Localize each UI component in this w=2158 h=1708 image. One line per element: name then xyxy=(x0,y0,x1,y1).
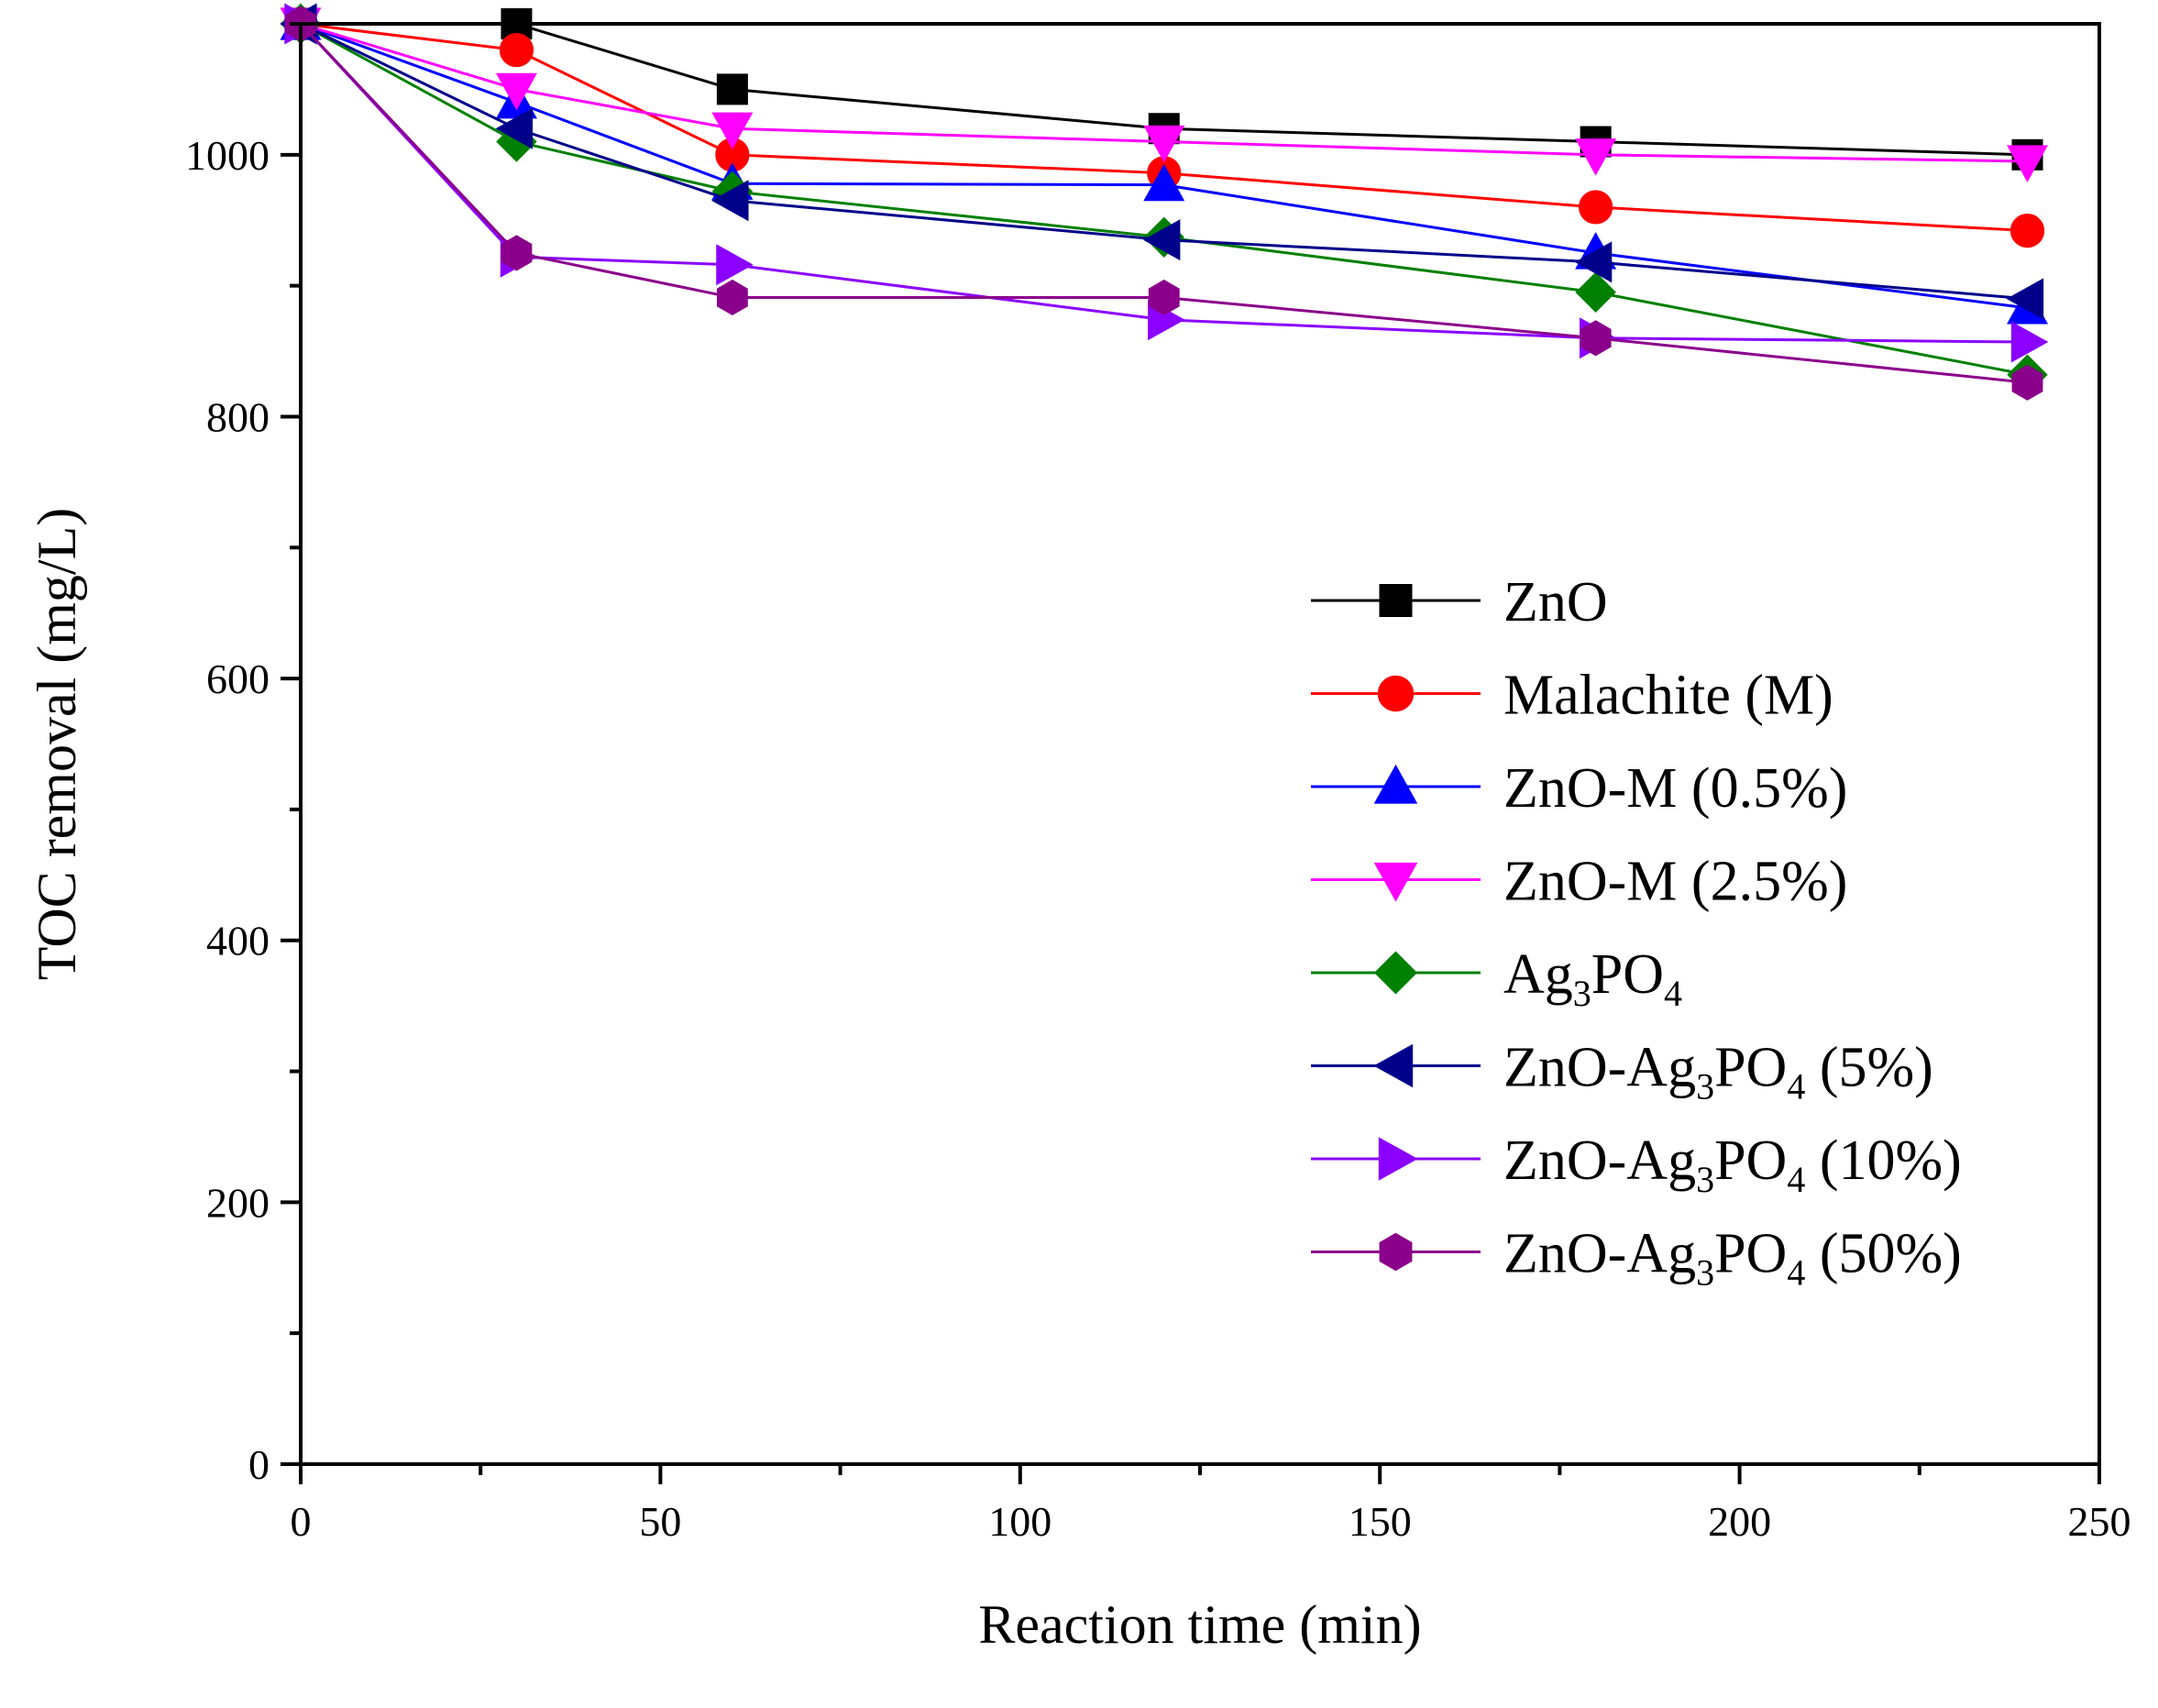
series-line xyxy=(300,22,2028,310)
y-tick-label: 400 xyxy=(206,918,270,964)
y-tick-label: 1000 xyxy=(185,132,270,179)
data-point xyxy=(1142,219,1181,261)
data-point xyxy=(1579,190,1613,225)
series-line xyxy=(299,22,2028,344)
legend-item: ZnO xyxy=(1311,571,1608,634)
series-line xyxy=(299,22,2028,384)
x-tick-label: 100 xyxy=(988,1498,1051,1545)
data-point xyxy=(716,73,748,105)
data-point xyxy=(495,107,534,149)
data-point xyxy=(1143,163,1185,202)
series-zno-m-2-5 xyxy=(280,7,2049,182)
legend-label: Ag3PO4 xyxy=(1503,943,1682,1014)
y-tick-label: 200 xyxy=(206,1179,270,1226)
series-line xyxy=(300,22,2028,163)
x-tick-label: 150 xyxy=(1349,1498,1412,1545)
legend-marker xyxy=(1378,1137,1418,1181)
legend-item: ZnO-M (2.5%) xyxy=(1311,851,1847,913)
data-point xyxy=(716,279,748,316)
legend-marker xyxy=(1373,862,1418,902)
series-zno-m-0-5 xyxy=(280,3,2049,325)
legend-item: Malachite (M) xyxy=(1311,665,1833,727)
legend-item: ZnO-Ag3PO4 (10%) xyxy=(1311,1129,1962,1200)
legend-label: ZnO xyxy=(1503,571,1608,634)
y-tick-label: 800 xyxy=(206,393,270,440)
legend-marker xyxy=(1379,584,1413,617)
series-zno-ag3po4-5 xyxy=(280,3,2044,320)
legend-marker xyxy=(1377,675,1415,712)
legend-label: ZnO-Ag3PO4 (50%) xyxy=(1503,1223,1962,1294)
data-point xyxy=(2007,145,2049,182)
data-point xyxy=(711,180,749,222)
legend-marker xyxy=(1373,764,1418,804)
data-point xyxy=(1574,241,1613,283)
x-axis-title: Reaction time (min) xyxy=(978,1594,1421,1655)
y-tick-label: 0 xyxy=(248,1441,270,1488)
legend-label: ZnO-M (2.5%) xyxy=(1503,851,1847,913)
x-tick-label: 0 xyxy=(291,1498,312,1545)
legend-marker xyxy=(1373,1043,1414,1088)
y-tick-label: 600 xyxy=(206,656,270,702)
data-point xyxy=(2009,214,2045,248)
series-line xyxy=(300,22,2028,301)
data-point xyxy=(1575,271,1616,313)
legend-item: Ag3PO4 xyxy=(1311,943,1682,1014)
series-line xyxy=(300,22,2028,377)
data-point xyxy=(1580,320,1612,357)
data-point xyxy=(495,72,537,111)
legend: ZnO Malachite (M) ZnO-M (0.5%) ZnO-M (2.5%)… xyxy=(1311,571,1962,1294)
legend-item: ZnO-Ag3PO4 (5%) xyxy=(1311,1037,1933,1107)
legend-label: ZnO-Ag3PO4 (5%) xyxy=(1503,1037,1933,1107)
axis-ticks: 0 50 100 150 200 250 0 200 400 600 800 1000 xyxy=(185,22,2131,1545)
legend-label: ZnO-Ag3PO4 (10%) xyxy=(1503,1129,1962,1200)
legend-label: Malachite (M) xyxy=(1503,665,1833,727)
x-tick-label: 200 xyxy=(1708,1498,1771,1545)
data-point xyxy=(711,112,754,150)
data-point xyxy=(716,244,754,286)
x-tick-label: 250 xyxy=(2068,1498,2131,1545)
data-point xyxy=(1143,125,1185,163)
legend-item: ZnO-Ag3PO4 (50%) xyxy=(1311,1223,1962,1294)
data-point xyxy=(2011,364,2043,401)
data-point xyxy=(2006,278,2044,320)
data-point xyxy=(499,32,534,68)
data-point xyxy=(2010,321,2049,363)
data-point xyxy=(501,235,533,271)
data-point xyxy=(1148,279,1180,316)
y-axis-title: TOC removal (mg/L) xyxy=(27,508,87,980)
series-zno-ag3po4-50 xyxy=(285,6,2043,401)
legend-marker xyxy=(1373,951,1418,995)
legend-label: ZnO-M (0.5%) xyxy=(1503,757,1847,820)
legend-item: ZnO-M (0.5%) xyxy=(1311,757,1847,820)
series-line xyxy=(300,22,2028,233)
legend-marker xyxy=(1379,1232,1413,1272)
data-point xyxy=(1575,138,1617,176)
x-tick-label: 50 xyxy=(639,1498,681,1545)
series-layer xyxy=(280,3,2049,401)
